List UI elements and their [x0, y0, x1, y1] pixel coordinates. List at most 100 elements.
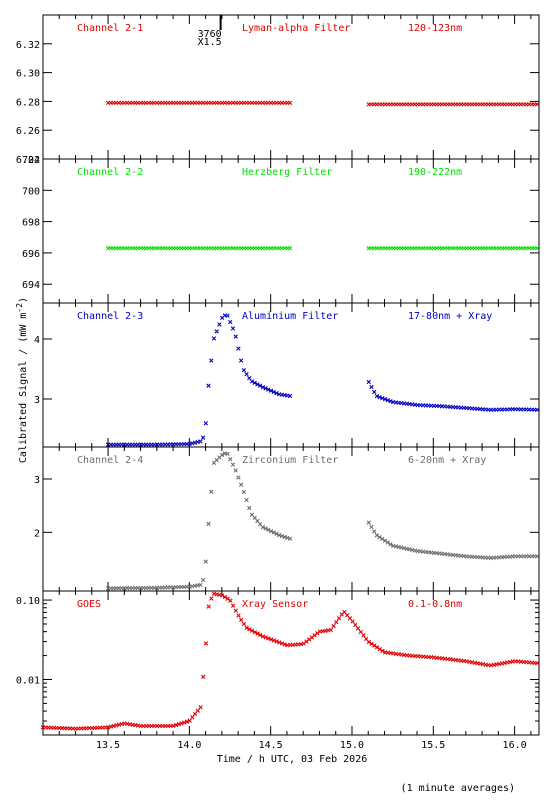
y-tick-label: 3 [34, 475, 40, 486]
data-point [336, 616, 342, 621]
data-point [225, 451, 230, 457]
data-point [276, 532, 282, 538]
data-point [372, 529, 377, 534]
data-point [350, 619, 355, 624]
data-point [206, 383, 211, 388]
data-point [192, 711, 198, 717]
wavelength-band: 6-20nm + Xray [408, 455, 486, 466]
data-point [239, 617, 244, 622]
data-point [203, 421, 209, 426]
data-point [247, 505, 252, 511]
y-axis-label-text: Calibrated Signal / (mW m [18, 313, 29, 464]
data-point [372, 643, 377, 648]
y-tick-label: 700 [22, 186, 40, 197]
event-marker: 3760 X1.5 [198, 15, 222, 48]
data-point [287, 100, 293, 106]
data-point [230, 603, 236, 608]
y-axis-label: Calibrated Signal / (mW m-2) [15, 297, 30, 463]
data-point [228, 598, 233, 603]
data-point [287, 393, 293, 399]
y-tick-label: 698 [22, 218, 40, 229]
data-point [209, 489, 214, 494]
data-point [257, 383, 263, 388]
data-point [219, 452, 225, 458]
data-point [238, 482, 244, 487]
panel-frame [42, 158, 540, 304]
data-point [211, 336, 217, 341]
data-point [271, 530, 276, 535]
data-point [187, 718, 192, 723]
panel-4: 2 3 Channel 2-4 Zirconium Filter 6-20nm + Xr… [34, 446, 540, 592]
data-point [252, 629, 258, 635]
data-point [369, 524, 374, 530]
averaging-note: (1 minute averages) [401, 783, 515, 794]
y-tick-label: 4 [34, 335, 40, 346]
data-point [331, 623, 336, 629]
channel-name: Channel 2-2 [77, 167, 143, 178]
data-point [534, 102, 540, 107]
data-point [252, 380, 257, 386]
data-point [277, 640, 282, 645]
y-tick-label: 0.01 [16, 675, 40, 686]
data-point [534, 407, 540, 412]
panel-1: 6.24 6.26 6.28 6.30 6.32 Channel 2-1 Lyman-alp… [16, 14, 540, 166]
data-point [258, 632, 263, 638]
data-point [377, 646, 382, 652]
data-point [263, 635, 268, 640]
data-point [260, 524, 266, 530]
data-point [220, 593, 225, 598]
panel-frame [42, 14, 540, 160]
data-point [374, 533, 380, 538]
x-tick-label: 15.5 [421, 740, 445, 751]
data-point [247, 627, 252, 632]
data-point [217, 322, 222, 327]
data-point [274, 390, 279, 396]
data-point [249, 628, 255, 633]
data-point [260, 634, 266, 639]
data-point [266, 636, 271, 641]
data-point [206, 604, 211, 609]
data-point [271, 389, 276, 395]
wavelength-band: 17-80nm + Xray [408, 311, 492, 322]
panels-group: 6.24 6.26 6.28 6.30 6.32 Channel 2-1 Lyman-alp… [16, 14, 540, 751]
y-tick-label: 694 [22, 280, 40, 291]
data-point [249, 379, 255, 384]
data-point [233, 608, 239, 613]
data-point [236, 346, 241, 351]
data-point [195, 708, 200, 713]
y-tick-label: 3 [34, 395, 40, 406]
channel-name: Channel 2-1 [77, 23, 143, 34]
data-point [236, 475, 241, 480]
data-point [233, 468, 238, 473]
y-tick-label: 702 [22, 155, 40, 166]
data-point [201, 674, 206, 680]
data-point [388, 542, 393, 547]
panel-frame [42, 590, 540, 736]
data-series [40, 591, 540, 731]
x-tick-label: 14.5 [259, 740, 283, 751]
filter-name: Aluminium Filter [242, 311, 338, 322]
data-point [214, 329, 219, 334]
data-point [372, 389, 377, 395]
data-point [268, 637, 274, 642]
data-point [380, 396, 385, 401]
x-tick-label: 16.0 [503, 740, 527, 751]
data-point [535, 660, 540, 666]
data-point [268, 388, 274, 393]
data-point [190, 715, 195, 720]
data-point [380, 648, 385, 654]
data-point [222, 594, 228, 600]
data-point [361, 633, 366, 638]
data-series [105, 451, 540, 591]
data-point [203, 559, 209, 564]
filter-name: Xray Sensor [242, 599, 308, 610]
data-point [244, 625, 249, 631]
data-point [369, 641, 374, 646]
data-series [105, 313, 540, 447]
channel-name: Channel 2-3 [77, 311, 143, 322]
data-point [209, 358, 214, 363]
data-point [315, 631, 320, 636]
data-point [198, 705, 203, 710]
filter-name: Lyman-alpha Filter [242, 23, 350, 34]
data-point [374, 394, 380, 399]
